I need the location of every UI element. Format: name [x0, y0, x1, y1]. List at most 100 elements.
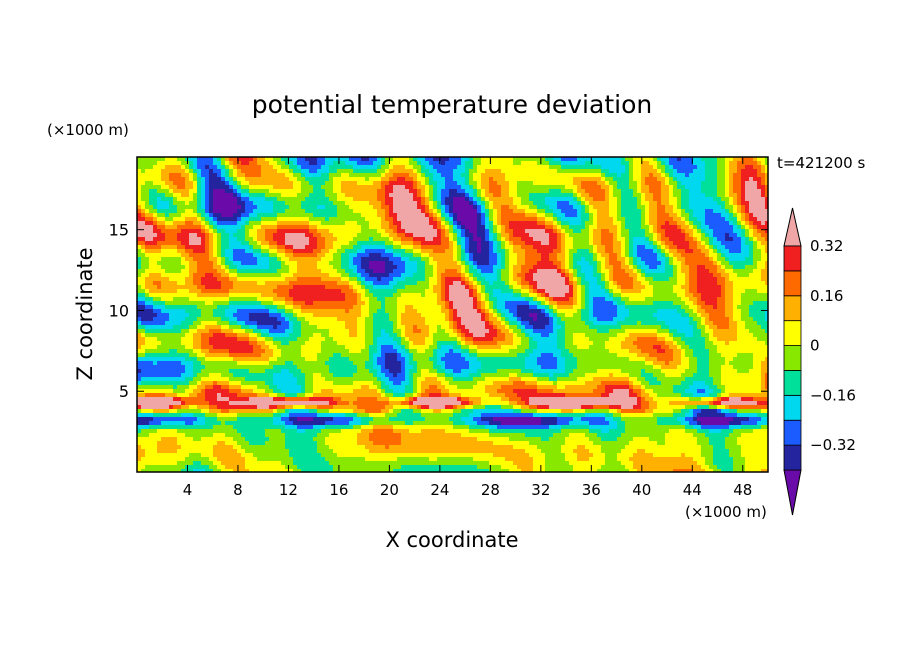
contour-cell: [361, 225, 370, 230]
contour-cell: [629, 229, 646, 234]
contour-cell: [701, 445, 714, 450]
contour-cell: [301, 205, 318, 210]
contour-cell: [405, 345, 410, 350]
contour-cell: [393, 185, 406, 190]
contour-cell: [397, 229, 406, 234]
contour-cell: [429, 329, 438, 334]
contour-cell: [573, 465, 602, 470]
contour-cell: [637, 321, 642, 326]
contour-cell: [513, 277, 522, 282]
contour-cell: [685, 257, 710, 262]
contour-cell: [557, 237, 562, 242]
contour-cell: [317, 261, 330, 266]
contour-cell: [441, 345, 454, 350]
contour-cell: [741, 453, 768, 458]
contour-cell: [429, 385, 438, 390]
contour-cell: [149, 293, 198, 298]
contour-cell: [713, 377, 722, 382]
contour-cell: [245, 321, 258, 326]
contour-cell: [177, 385, 190, 390]
contour-cell: [325, 161, 334, 166]
contour-cell: [605, 281, 610, 286]
contour-cell: [389, 397, 406, 402]
contour-cell: [705, 253, 710, 258]
contour-cell: [617, 197, 622, 202]
contour-cell: [257, 281, 266, 286]
contour-cell: [729, 397, 742, 402]
contour-cell: [701, 297, 718, 302]
contour-cell: [205, 249, 210, 254]
contour-cell: [521, 397, 530, 402]
contour-cell: [617, 181, 630, 186]
contour-cell: [373, 237, 390, 242]
contour-cell: [249, 213, 258, 218]
contour-cell: [505, 229, 514, 234]
contour-cell: [157, 197, 162, 202]
contour-cell: [241, 453, 254, 458]
contour-cell: [213, 245, 218, 250]
contour-cell: [137, 161, 158, 166]
contour-cell: [557, 245, 562, 250]
contour-cell: [693, 409, 702, 414]
contour-cell: [533, 329, 554, 334]
contour-cell: [509, 321, 518, 326]
contour-cell: [681, 157, 694, 162]
contour-cell: [509, 437, 542, 442]
contour-cell: [481, 197, 486, 202]
contour-cell: [285, 313, 294, 318]
contour-cell: [597, 209, 610, 214]
contour-cell: [601, 165, 626, 170]
contour-cell: [429, 213, 434, 218]
contour-cell: [641, 201, 650, 206]
contour-cell: [449, 225, 454, 230]
contour-cell: [205, 469, 214, 472]
contour-cell: [501, 309, 510, 314]
contour-cell: [353, 305, 362, 310]
contour-cell: [345, 249, 358, 254]
contour-cell: [605, 273, 610, 278]
contour-cell: [489, 237, 494, 242]
contour-cell: [461, 337, 466, 342]
contour-cell: [705, 469, 714, 472]
contour-cell: [157, 213, 166, 218]
contour-cell: [645, 277, 654, 282]
contour-cell: [505, 261, 510, 266]
contour-cell: [201, 217, 206, 222]
contour-cell: [473, 237, 482, 242]
contour-cell: [693, 425, 702, 430]
contour-cell: [481, 365, 526, 370]
contour-cell: [329, 273, 342, 278]
contour-cell: [609, 409, 618, 414]
contour-cell: [529, 305, 538, 310]
contour-cell: [721, 365, 734, 370]
contour-cell: [437, 277, 442, 282]
contour-cell: [413, 169, 418, 174]
contour-cell: [725, 233, 730, 238]
contour-cell: [457, 321, 462, 326]
contour-cell: [197, 201, 202, 206]
contour-cell: [137, 213, 142, 218]
contour-cell: [597, 245, 606, 250]
contour-cell: [685, 221, 690, 226]
contour-cell: [665, 269, 674, 274]
contour-cell: [369, 237, 374, 242]
contour-cell: [137, 249, 142, 254]
contour-cell: [661, 381, 682, 386]
x-tick-label: 12: [279, 481, 298, 499]
contour-cell: [513, 329, 522, 334]
contour-cell: [329, 365, 358, 370]
contour-cell: [209, 193, 214, 198]
contour-cell: [697, 313, 702, 318]
contour-cell: [209, 229, 214, 234]
contour-cell: [401, 273, 414, 278]
contour-cell: [533, 465, 546, 470]
contour-cell: [565, 329, 598, 334]
contour-cell: [517, 273, 526, 278]
contour-cell: [581, 209, 586, 214]
contour-cell: [365, 249, 386, 254]
contour-cell: [169, 313, 190, 318]
contour-cell: [413, 373, 422, 378]
contour-cell: [741, 169, 758, 174]
contour-cell: [337, 269, 346, 274]
contour-cell: [357, 297, 362, 302]
